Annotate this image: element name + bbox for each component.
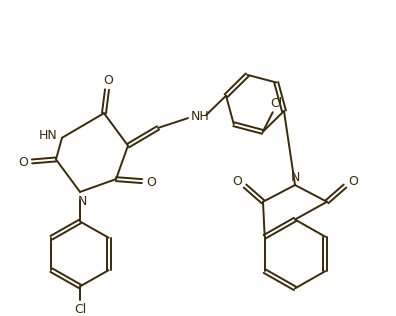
Text: O: O <box>146 176 156 189</box>
Text: O: O <box>18 156 28 169</box>
Text: HN: HN <box>39 129 57 142</box>
Text: NH: NH <box>190 110 209 123</box>
Text: N: N <box>77 195 87 208</box>
Text: Cl: Cl <box>270 97 283 110</box>
Text: Cl: Cl <box>74 303 86 316</box>
Text: O: O <box>232 175 242 188</box>
Text: O: O <box>103 74 113 87</box>
Text: N: N <box>290 171 300 184</box>
Text: O: O <box>348 175 358 188</box>
